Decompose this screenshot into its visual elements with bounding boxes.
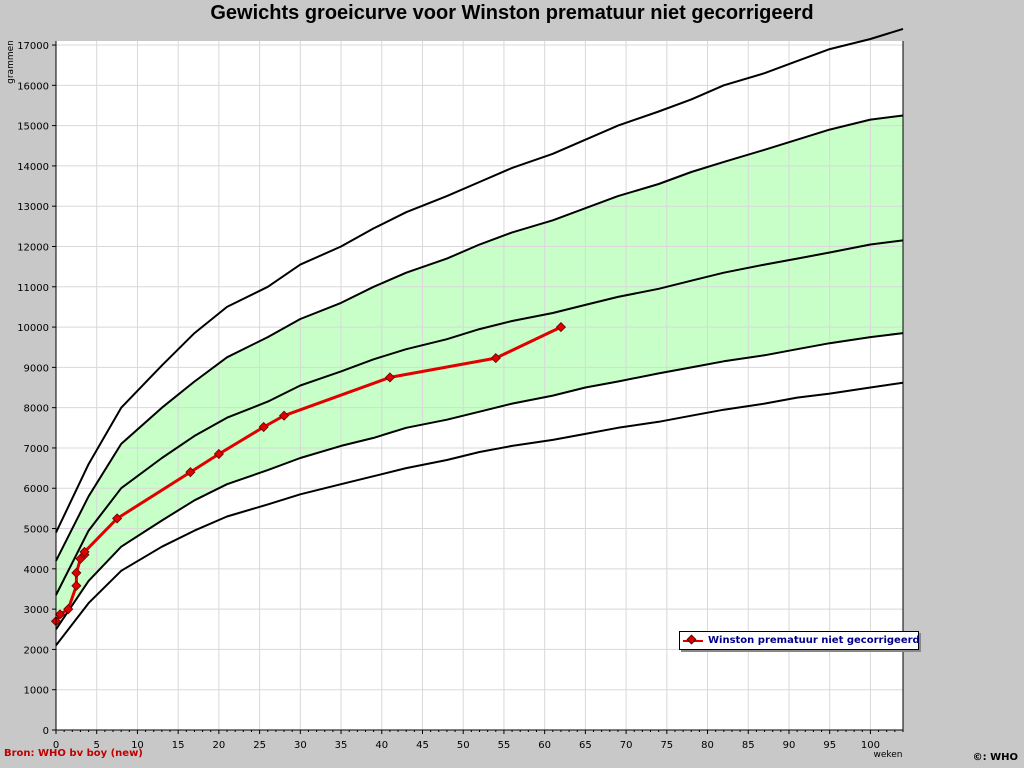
curve-3-sd (55, 27, 904, 534)
x-tick-label: 100 (861, 740, 880, 751)
curve-2-sd (55, 332, 904, 630)
legend: Winston prematuur niet gecorrigeerd (679, 631, 920, 650)
x-tick-label: 45 (416, 740, 429, 751)
data-point[interactable] (555, 322, 567, 333)
data-point[interactable] (79, 546, 90, 557)
data-point[interactable] (55, 609, 66, 620)
data-point[interactable] (213, 448, 224, 460)
legend-label: Winston prematuur niet gecorrigeerd (708, 635, 920, 646)
x-tick-label: 5 (94, 740, 100, 751)
y-tick-label: 5000 (24, 525, 49, 536)
x-tick-label: 65 (579, 740, 592, 751)
y-tick-label: 1000 (24, 686, 49, 697)
y-tick-label: 17000 (17, 41, 49, 52)
copyright-note: ©: WHO (972, 752, 1018, 763)
y-axis-label: grammen (6, 40, 16, 84)
curve-2-sd (55, 114, 904, 562)
data-point[interactable] (63, 604, 74, 615)
x-tick-label: 90 (783, 740, 796, 751)
x-tick-label: 15 (172, 740, 185, 751)
x-tick-label: 75 (660, 740, 673, 751)
y-tick-label: 13000 (17, 202, 49, 213)
y-tick-label: 3000 (24, 605, 49, 616)
data-point[interactable] (71, 580, 82, 591)
x-tick-label: 95 (823, 740, 836, 751)
reference-curves (55, 27, 904, 647)
y-tick-label: 7000 (24, 444, 49, 455)
y-tick-label: 10000 (17, 323, 49, 334)
x-tick-label: 25 (253, 740, 266, 751)
axis-ticks: 0 5 10 15 20 25 30 35 40 45 50 55 60 65 70 75 80 85 90 95 10… (17, 41, 904, 751)
x-tick-label: 80 (701, 740, 714, 751)
y-tick-label: 16000 (17, 81, 49, 92)
sd-band-fill (56, 115, 903, 630)
x-tick-label: 60 (538, 740, 551, 751)
y-tick-label: 8000 (24, 404, 49, 415)
curve-mediaan (55, 239, 904, 596)
grid (55, 41, 903, 731)
source-note: Bron: WHO bv boy (new) (4, 748, 143, 759)
y-tick-label: 4000 (24, 565, 49, 576)
legend-marker-swatch (686, 634, 697, 645)
y-tick-label: 12000 (17, 242, 49, 253)
data-point[interactable] (490, 353, 501, 364)
x-tick-label: 10 (131, 740, 144, 751)
data-point[interactable] (71, 567, 82, 578)
y-tick-label: 2000 (24, 645, 49, 656)
y-tick-label: 0 (43, 726, 49, 737)
chart-title: Gewichts groeicurve voor Winston prematu… (210, 2, 814, 24)
data-point[interactable] (258, 421, 269, 433)
x-tick-label: 70 (620, 740, 633, 751)
x-axis-label: weken (873, 750, 902, 760)
data-point[interactable] (185, 467, 196, 478)
y-tick-label: 11000 (17, 283, 49, 294)
x-tick-label: 35 (335, 740, 348, 751)
y-tick-label: 14000 (17, 162, 49, 173)
data-point[interactable] (278, 410, 290, 421)
data-point[interactable] (112, 513, 123, 524)
x-tick-label: 50 (457, 740, 470, 751)
sd-band (56, 115, 903, 630)
x-tick-label: 55 (498, 740, 511, 751)
x-tick-label: 20 (213, 740, 226, 751)
x-tick-label: 0 (53, 740, 59, 751)
x-tick-label: 30 (294, 740, 307, 751)
data-point[interactable] (384, 372, 395, 383)
y-tick-label: 9000 (24, 363, 49, 374)
curve-3-sd (55, 381, 904, 647)
y-tick-label: 15000 (17, 122, 49, 133)
x-tick-label: 85 (742, 740, 755, 751)
y-tick-label: 6000 (24, 484, 49, 495)
x-tick-label: 40 (375, 740, 388, 751)
series-line (54, 325, 562, 622)
